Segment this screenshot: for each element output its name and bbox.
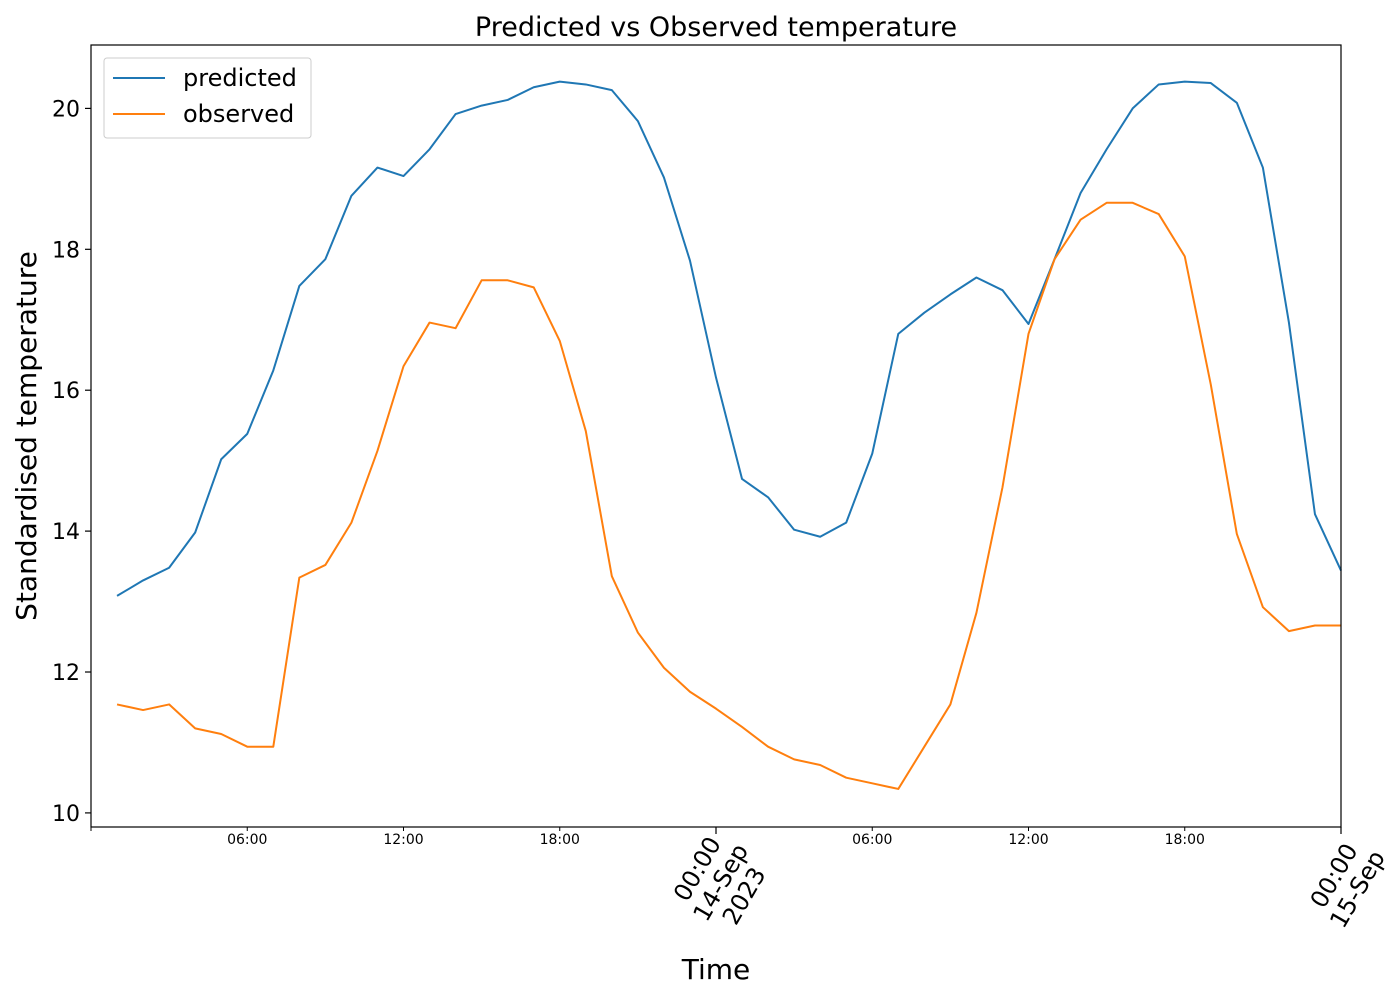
plot-area	[116, 80, 1342, 790]
x-minor-tick-label: 18:00	[540, 832, 580, 848]
y-tick-label: 20	[52, 97, 80, 122]
legend: predicted observed	[103, 57, 312, 139]
x-axis-label: Time	[681, 953, 751, 986]
y-tick-label: 10	[52, 802, 80, 827]
legend-label-observed: observed	[183, 100, 294, 128]
y-tick-label: 14	[52, 520, 80, 545]
x-minor-tick-label: 18:00	[1165, 832, 1205, 848]
y-tick-label: 12	[52, 661, 80, 686]
y-axis: 10 12 14 16 18 20	[52, 97, 91, 827]
series-line-observed	[116, 201, 1341, 790]
x-major-tick-label: 00:0014-Sep2023	[664, 825, 777, 939]
x-minor-tick-label: 12:00	[383, 832, 423, 848]
x-minor-tick-label: 12:00	[1008, 832, 1048, 848]
y-tick-label: 16	[52, 379, 80, 404]
legend-label-predicted: predicted	[183, 64, 297, 92]
x-axis: 06:00 12:00 18:00 06:00 12:00 18:00 00:0014-Se…	[90, 825, 1391, 939]
y-axis-label: Standardised temperature	[10, 251, 43, 621]
x-major-tick-label: 00:0015-Sep	[1301, 832, 1391, 933]
x-minor-tick-label: 06:00	[852, 832, 892, 848]
x-minor-tick-label: 06:00	[227, 832, 267, 848]
chart-title: Predicted vs Observed temperature	[475, 12, 957, 43]
series-line-predicted	[116, 80, 1342, 597]
y-tick-label: 18	[52, 238, 80, 263]
